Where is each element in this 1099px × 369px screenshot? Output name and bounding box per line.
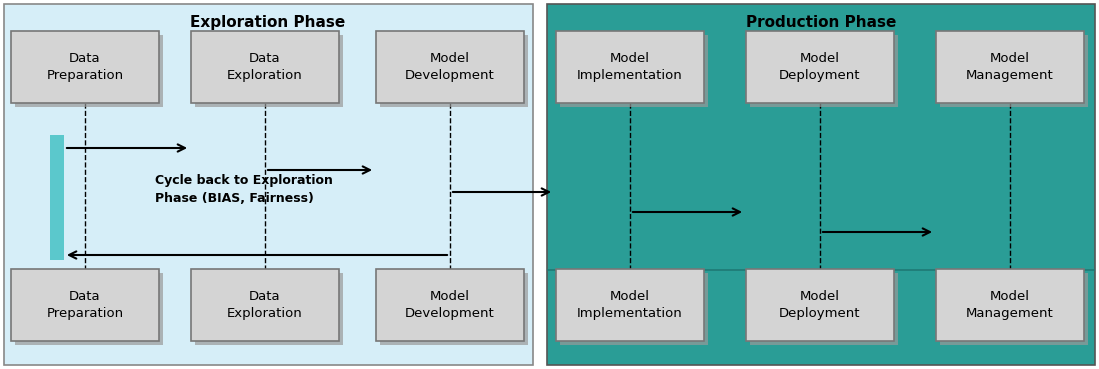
Bar: [195, 35, 343, 107]
Bar: [936, 31, 1084, 103]
Bar: [746, 31, 893, 103]
Bar: [11, 31, 159, 103]
Text: Model
Implementation: Model Implementation: [577, 52, 682, 83]
Bar: [15, 35, 163, 107]
Bar: [380, 35, 528, 107]
Bar: [191, 31, 338, 103]
Bar: [750, 35, 898, 107]
Text: Model
Development: Model Development: [406, 290, 495, 321]
Bar: [49, 135, 64, 260]
Text: Data
Exploration: Data Exploration: [227, 290, 303, 321]
Text: Model
Management: Model Management: [966, 52, 1054, 83]
Text: Data
Exploration: Data Exploration: [227, 52, 303, 83]
Bar: [15, 273, 163, 345]
Bar: [936, 269, 1084, 341]
Bar: [376, 31, 524, 103]
Bar: [560, 35, 708, 107]
Bar: [195, 273, 343, 345]
Text: Model
Deployment: Model Deployment: [779, 52, 861, 83]
Text: Data
Preparation: Data Preparation: [46, 290, 123, 321]
Bar: [376, 269, 524, 341]
Text: Data
Preparation: Data Preparation: [46, 52, 123, 83]
Text: Production Phase: Production Phase: [746, 15, 896, 30]
Bar: [940, 35, 1088, 107]
Bar: [746, 269, 893, 341]
Text: Model
Implementation: Model Implementation: [577, 290, 682, 321]
Bar: [560, 273, 708, 345]
Text: Model
Management: Model Management: [966, 290, 1054, 321]
Bar: [547, 4, 1095, 365]
Bar: [556, 31, 704, 103]
Bar: [940, 273, 1088, 345]
Bar: [750, 273, 898, 345]
Text: Cycle back to Exploration
Phase (BIAS, Fairness): Cycle back to Exploration Phase (BIAS, F…: [155, 175, 333, 206]
Bar: [380, 273, 528, 345]
Bar: [191, 269, 338, 341]
Text: Model
Deployment: Model Deployment: [779, 290, 861, 321]
Text: Exploration Phase: Exploration Phase: [190, 15, 345, 30]
Bar: [11, 269, 159, 341]
Text: Model
Development: Model Development: [406, 52, 495, 83]
Bar: [556, 269, 704, 341]
Bar: [4, 4, 533, 365]
